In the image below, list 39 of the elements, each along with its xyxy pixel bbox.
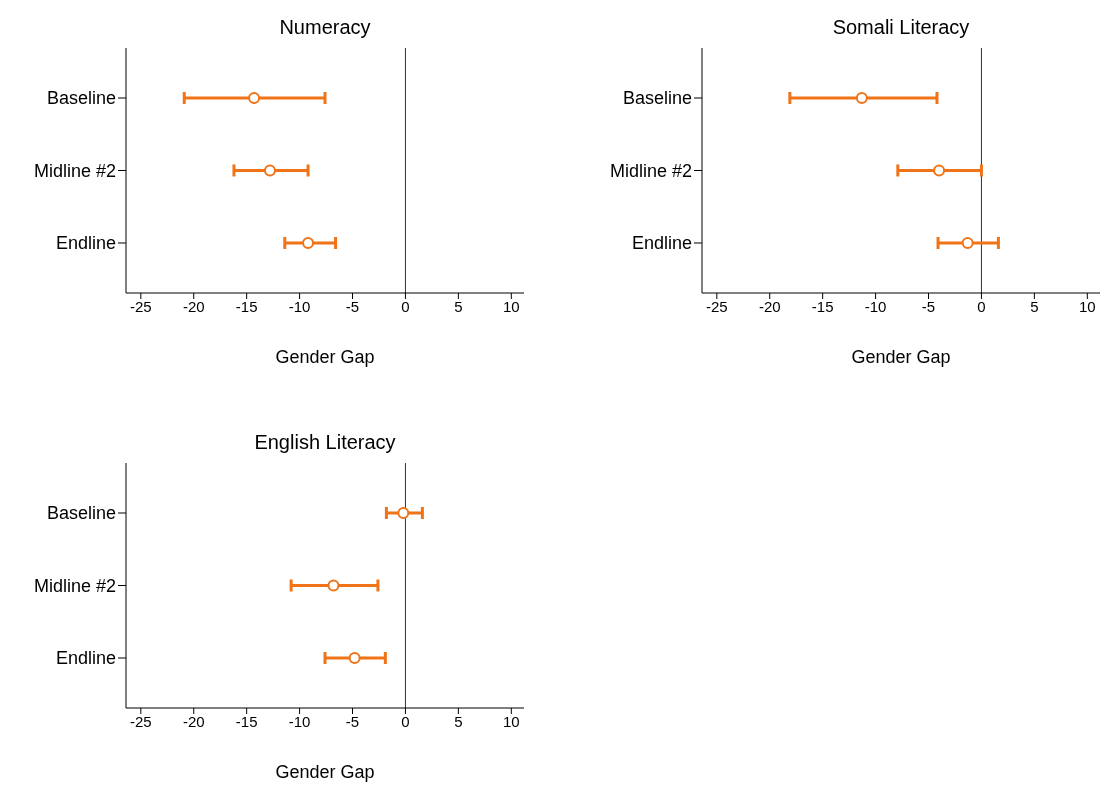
x-tick-label: 10 [502, 297, 520, 315]
x-tick-label: 10 [1078, 297, 1096, 315]
y-tick-label: Midline #2 [33, 575, 116, 596]
x-tick-label: 0 [977, 297, 986, 315]
x-tick-label: -25 [129, 297, 152, 315]
y-tick-label: Endline [55, 233, 116, 254]
x-tick-label: -20 [182, 297, 205, 315]
x-tick-label: -10 [288, 297, 311, 315]
x-tick-label: -20 [758, 297, 781, 315]
x-tick-label: 0 [401, 712, 410, 730]
x-tick-label: -10 [288, 712, 311, 730]
x-tick-label: -25 [705, 297, 728, 315]
x-tick-label: -5 [345, 712, 360, 730]
x-tick-label: -20 [182, 712, 205, 730]
x-tick-label: -5 [345, 297, 360, 315]
y-tick-label: Midline #2 [609, 160, 692, 181]
chart-title: English Literacy [253, 431, 397, 454]
x-tick-label: 10 [502, 712, 520, 730]
x-tick-label: -15 [235, 712, 258, 730]
x-axis-title: Gender Gap [275, 347, 375, 367]
x-axis-title: Gender Gap [275, 762, 375, 782]
x-tick-label: 5 [1030, 297, 1039, 315]
x-tick-label: 5 [454, 712, 463, 730]
x-tick-label: -25 [129, 712, 152, 730]
y-tick-label: Endline [631, 233, 692, 254]
chart-title: Numeracy [278, 16, 372, 39]
chart-title: Somali Literacy [831, 16, 971, 39]
y-tick-label: Baseline [46, 503, 116, 524]
y-tick-label: Baseline [46, 88, 116, 109]
x-tick-label: -15 [235, 297, 258, 315]
y-tick-label: Baseline [622, 88, 692, 109]
x-tick-label: 0 [401, 297, 410, 315]
y-tick-label: Endline [55, 648, 116, 669]
x-tick-label: -15 [811, 297, 834, 315]
x-axis-title: Gender Gap [851, 347, 951, 367]
x-tick-label: -10 [864, 297, 887, 315]
y-tick-label: Midline #2 [33, 160, 116, 181]
x-tick-label: 5 [454, 297, 463, 315]
x-tick-label: -5 [921, 297, 936, 315]
